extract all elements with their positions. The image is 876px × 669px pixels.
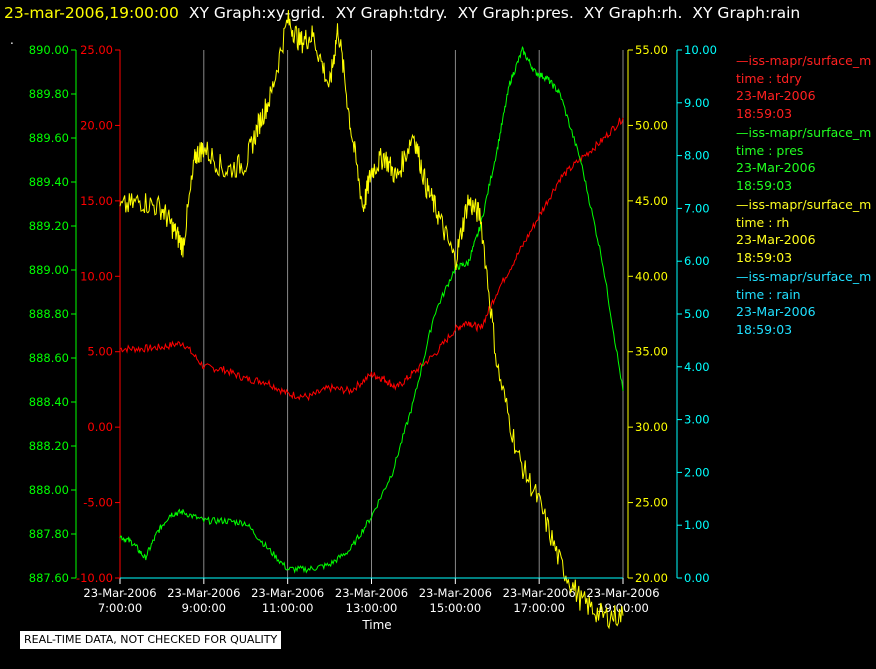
x-tick-date: 23-Mar-2006: [167, 586, 240, 600]
title-bar: 23-mar-2006,19:00:00 XY Graph:xy-grid. XY …: [4, 2, 800, 26]
pres-tick-label: 888.80: [29, 307, 69, 321]
legend-date: 23-Mar-2006: [736, 88, 816, 103]
series-line-rh: [119, 9, 624, 630]
x-tick-time: 9:00:00: [182, 601, 226, 615]
rain-tick-label: 9.00: [684, 96, 710, 110]
x-tick-time: 7:00:00: [98, 601, 142, 615]
pres-tick-label: 887.60: [29, 571, 69, 585]
x-tick-date: 23-Mar-2006: [503, 586, 576, 600]
rh-tick-label: 40.00: [635, 269, 668, 283]
graph-title-xy-grid: XY Graph:xy-grid.: [188, 4, 326, 22]
x-tick-time: 17:00:00: [513, 601, 565, 615]
tdry-tick-label: 20.00: [80, 118, 113, 132]
x-axis-label: Time: [361, 618, 391, 632]
legend-name: —iss-mapr/surface_m: [736, 125, 872, 140]
rh-tick-label: 20.00: [635, 571, 668, 585]
legend-date: 23-Mar-2006: [736, 232, 816, 247]
grid-lines: [119, 50, 624, 578]
pres-tick-label: 888.60: [29, 351, 69, 365]
legend-time: 18:59:03: [736, 249, 793, 265]
rh-tick-label: 25.00: [635, 496, 668, 510]
rh-tick-label: 30.00: [635, 420, 668, 434]
dot-marker: .: [10, 33, 14, 47]
x-tick-time: 15:00:00: [430, 601, 482, 615]
tdry-tick-label: 10.00: [80, 269, 113, 283]
quality-note: REAL-TIME DATA, NOT CHECKED FOR QUALITY: [20, 631, 282, 649]
tdry-tick-label: -10.00: [76, 571, 113, 585]
x-tick-date: 23-Mar-2006: [419, 586, 492, 600]
rain-tick-label: 8.00: [684, 149, 710, 163]
rain-tick-label: 4.00: [684, 360, 710, 374]
pres-tick-label: 889.80: [29, 87, 69, 101]
graph-title-rh: XY Graph:rh.: [583, 4, 683, 22]
pres-tick-label: 887.80: [29, 527, 69, 541]
rain-tick-label: 6.00: [684, 254, 710, 268]
legend-name: —iss-mapr/surface_m: [736, 53, 872, 68]
rain-tick-label: 2.00: [684, 465, 710, 479]
pres-tick-label: 888.20: [29, 439, 69, 453]
legend-date: 23-Mar-2006: [736, 160, 816, 175]
rain-tick-label: 10.00: [684, 43, 717, 57]
rh-tick-label: 55.00: [635, 43, 668, 57]
x-tick-date: 23-Mar-2006: [586, 586, 659, 600]
graph-title-rain: XY Graph:rain: [692, 4, 801, 22]
pres-tick-label: 889.00: [29, 263, 69, 277]
series-lines: [119, 9, 624, 630]
x-tick-time: 19:00:00: [597, 601, 649, 615]
pres-tick-label: 889.40: [29, 175, 69, 189]
legend-date: 23-Mar-2006: [736, 304, 816, 319]
legend-time: 18:59:03: [736, 105, 793, 121]
legend-name: —iss-mapr/surface_m: [736, 269, 872, 284]
legend-field: time : rh: [736, 214, 790, 230]
rh-tick-label: 35.00: [635, 345, 668, 359]
legend-time: 18:59:03: [736, 321, 793, 337]
timestamp: 23-mar-2006,19:00:00: [4, 4, 179, 22]
tdry-tick-label: 25.00: [80, 43, 113, 57]
pres-tick-label: 888.40: [29, 395, 69, 409]
x-tick-date: 23-Mar-2006: [335, 586, 408, 600]
tdry-tick-label: 0.00: [87, 420, 113, 434]
rh-tick-label: 45.00: [635, 194, 668, 208]
x-tick-time: 13:00:00: [346, 601, 398, 615]
legend-field: time : pres: [736, 142, 804, 158]
tdry-tick-label: 5.00: [87, 345, 113, 359]
pres-tick-label: 889.20: [29, 219, 69, 233]
pres-tick-label: 888.00: [29, 483, 69, 497]
x-tick-time: 11:00:00: [262, 601, 314, 615]
rain-tick-label: 3.00: [684, 413, 710, 427]
series-line-pres: [119, 45, 624, 574]
x-tick-date: 23-Mar-2006: [83, 586, 156, 600]
legend-field: time : rain: [736, 286, 801, 302]
pres-tick-label: 889.60: [29, 131, 69, 145]
legend-time: 18:59:03: [736, 177, 793, 193]
rain-tick-label: 1.00: [684, 518, 710, 532]
tdry-tick-label: 15.00: [80, 194, 113, 208]
series-line-tdry: [119, 117, 624, 402]
rain-tick-label: 7.00: [684, 201, 710, 215]
tdry-tick-label: -5.00: [83, 496, 113, 510]
legend-field: time : tdry: [736, 70, 802, 86]
rh-tick-label: 50.00: [635, 118, 668, 132]
rain-tick-label: 0.00: [684, 571, 710, 585]
pres-tick-label: 890.00: [29, 43, 69, 57]
graph-title-tdry: XY Graph:tdry.: [335, 4, 448, 22]
graph-title-pres: XY Graph:pres.: [457, 4, 574, 22]
legend-name: —iss-mapr/surface_m: [736, 197, 872, 212]
rain-tick-label: 5.00: [684, 307, 710, 321]
axes: 23-Mar-20067:00:0023-Mar-20069:00:0023-M…: [29, 43, 717, 615]
x-tick-date: 23-Mar-2006: [251, 586, 324, 600]
